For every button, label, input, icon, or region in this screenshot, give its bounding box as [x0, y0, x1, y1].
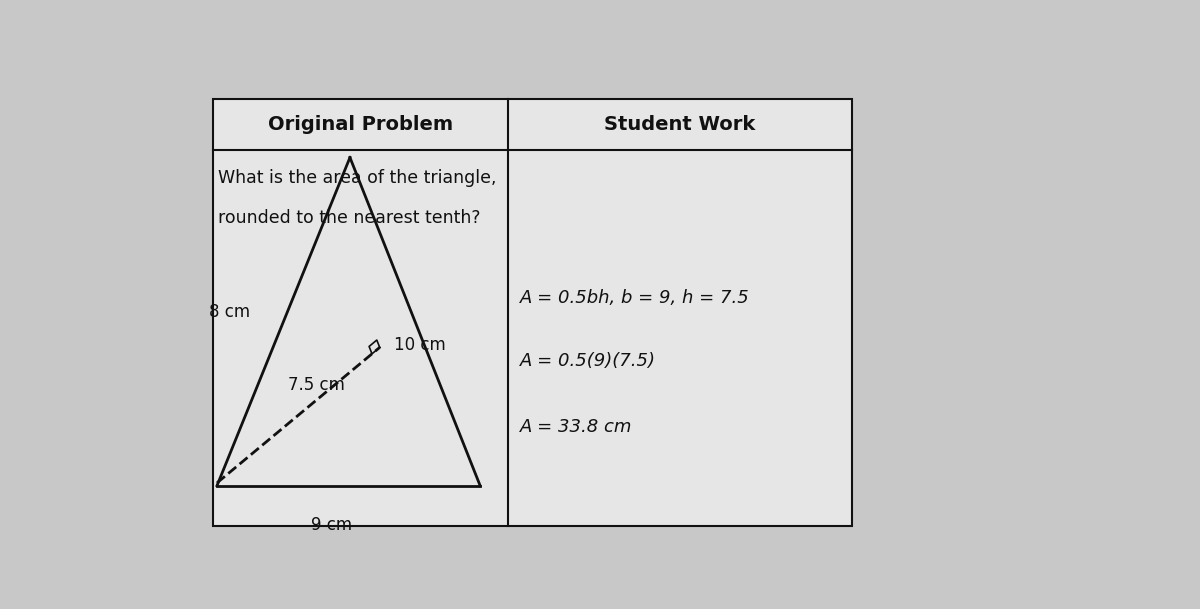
Text: A = 0.5(9)(7.5): A = 0.5(9)(7.5): [520, 353, 656, 370]
Text: 9 cm: 9 cm: [311, 516, 352, 534]
Text: 10 cm: 10 cm: [394, 336, 445, 354]
Bar: [214, 99, 852, 526]
Text: Student Work: Student Work: [605, 115, 756, 134]
Text: Original Problem: Original Problem: [268, 115, 454, 134]
Text: 7.5 cm: 7.5 cm: [288, 376, 344, 394]
Text: What is the area of the triangle,: What is the area of the triangle,: [218, 169, 497, 187]
Text: A = 33.8 cm: A = 33.8 cm: [520, 418, 632, 436]
Text: rounded to the nearest tenth?: rounded to the nearest tenth?: [218, 209, 480, 227]
Text: 8 cm: 8 cm: [209, 303, 251, 321]
Text: A = 0.5bh, b = 9, h = 7.5: A = 0.5bh, b = 9, h = 7.5: [520, 289, 750, 307]
